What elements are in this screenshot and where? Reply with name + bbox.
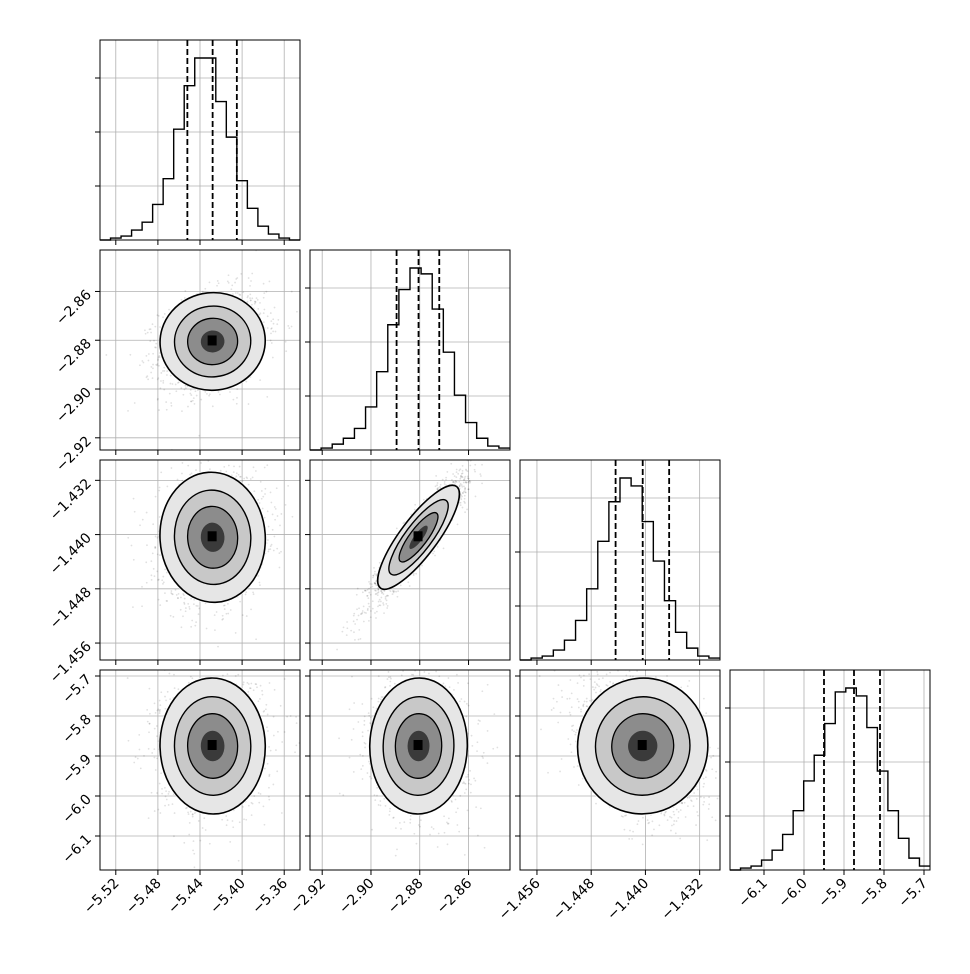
y-tick-label: −1.448 bbox=[47, 584, 95, 632]
panel-3-2 bbox=[520, 609, 749, 870]
y-tick-label: −5.9 bbox=[59, 752, 94, 787]
x-tick-label: −2.88 bbox=[385, 876, 427, 918]
histogram-panel-0 bbox=[95, 40, 300, 240]
histogram-step-line bbox=[310, 268, 510, 450]
y-tick-label: −6.0 bbox=[59, 792, 94, 827]
y-tick-label: −2.92 bbox=[53, 433, 95, 475]
histogram-step-line bbox=[520, 478, 720, 660]
density-layer bbox=[338, 636, 498, 857]
y-tick-label: −5.8 bbox=[59, 712, 94, 747]
density-layer bbox=[330, 433, 500, 665]
density-peak bbox=[414, 531, 423, 541]
x-tick-label: −1.440 bbox=[604, 876, 652, 924]
density-peak bbox=[414, 740, 423, 750]
x-tick-label: −1.448 bbox=[550, 876, 598, 924]
panel-2-1 bbox=[310, 433, 510, 665]
y-tick-label: −1.432 bbox=[47, 476, 95, 524]
y-tick-label: −2.88 bbox=[53, 336, 95, 378]
density-peak bbox=[638, 740, 647, 750]
panel-frame bbox=[730, 670, 930, 870]
x-tick-label: −5.44 bbox=[165, 875, 207, 917]
x-tick-label: −6.1 bbox=[735, 876, 770, 911]
x-tick-label: −5.48 bbox=[123, 876, 165, 918]
density-layer bbox=[127, 436, 308, 647]
y-tick-label: −6.1 bbox=[59, 832, 94, 867]
x-tick-label: −5.7 bbox=[895, 876, 930, 911]
density-layer bbox=[539, 609, 749, 846]
density-peak bbox=[208, 335, 217, 345]
x-tick-label: −2.86 bbox=[434, 875, 476, 917]
histogram-panel-3 bbox=[725, 670, 930, 870]
x-tick-label: −5.9 bbox=[815, 876, 850, 911]
y-tick-label: −1.440 bbox=[47, 530, 95, 578]
y-tick-label: −2.90 bbox=[53, 385, 95, 427]
x-tick-label: −2.90 bbox=[336, 876, 378, 918]
density-peak bbox=[208, 531, 217, 541]
x-tick-label: −6.0 bbox=[775, 876, 810, 911]
histogram-step-line bbox=[730, 688, 930, 870]
y-tick-label: −2.86 bbox=[53, 287, 95, 329]
density-layer bbox=[127, 618, 301, 869]
x-tick-label: −1.432 bbox=[659, 876, 707, 924]
panel-3-1 bbox=[310, 636, 510, 870]
density-peak bbox=[208, 740, 217, 750]
x-tick-label: −1.456 bbox=[496, 875, 544, 923]
panel-1-0 bbox=[100, 249, 300, 450]
histogram-panel-1 bbox=[305, 250, 510, 450]
x-tick-label: −5.36 bbox=[249, 875, 291, 917]
x-tick-label: −2.92 bbox=[287, 876, 329, 918]
density-layer bbox=[105, 249, 297, 450]
panel-2-0 bbox=[100, 436, 309, 660]
x-tick-label: −5.40 bbox=[207, 876, 249, 918]
x-tick-label: −5.52 bbox=[81, 876, 123, 918]
x-tick-label: −5.8 bbox=[855, 876, 890, 911]
histogram-panel-2 bbox=[515, 460, 720, 660]
